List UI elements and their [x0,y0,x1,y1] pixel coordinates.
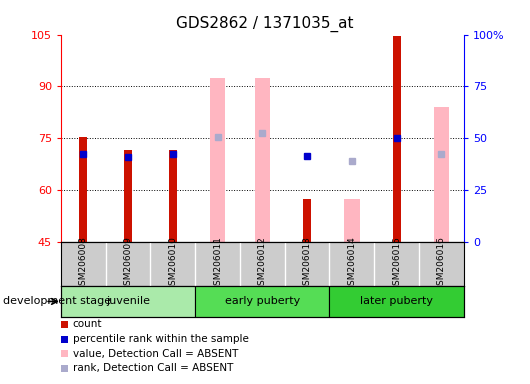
Text: GSM206015: GSM206015 [392,237,401,291]
Bar [124,151,132,242]
Bar [434,107,449,242]
Text: early puberty: early puberty [225,296,300,306]
Text: GSM206016: GSM206016 [437,237,446,291]
Text: count: count [73,319,102,329]
Text: GSM206014: GSM206014 [347,237,356,291]
Text: GSM206012: GSM206012 [258,237,267,291]
Text: GSM206009: GSM206009 [123,237,132,291]
Text: percentile rank within the sample: percentile rank within the sample [73,334,249,344]
Text: GSM206013: GSM206013 [303,237,312,291]
Text: GDS2862 / 1371035_at: GDS2862 / 1371035_at [176,15,354,31]
Text: rank, Detection Call = ABSENT: rank, Detection Call = ABSENT [73,363,233,373]
Text: juvenile: juvenile [106,296,150,306]
Bar [80,137,87,242]
Bar [61,286,195,317]
Text: later puberty: later puberty [360,296,433,306]
Bar [210,78,225,242]
Text: GSM206010: GSM206010 [169,237,178,291]
Text: GSM206011: GSM206011 [213,237,222,291]
Bar [169,151,177,242]
Bar [330,286,464,317]
Bar [303,199,311,242]
Bar [195,286,330,317]
Text: value, Detection Call = ABSENT: value, Detection Call = ABSENT [73,349,238,359]
Bar [393,36,401,242]
Text: development stage: development stage [3,296,111,306]
Text: GSM206008: GSM206008 [79,237,88,291]
Bar [344,199,360,242]
Bar [254,78,270,242]
